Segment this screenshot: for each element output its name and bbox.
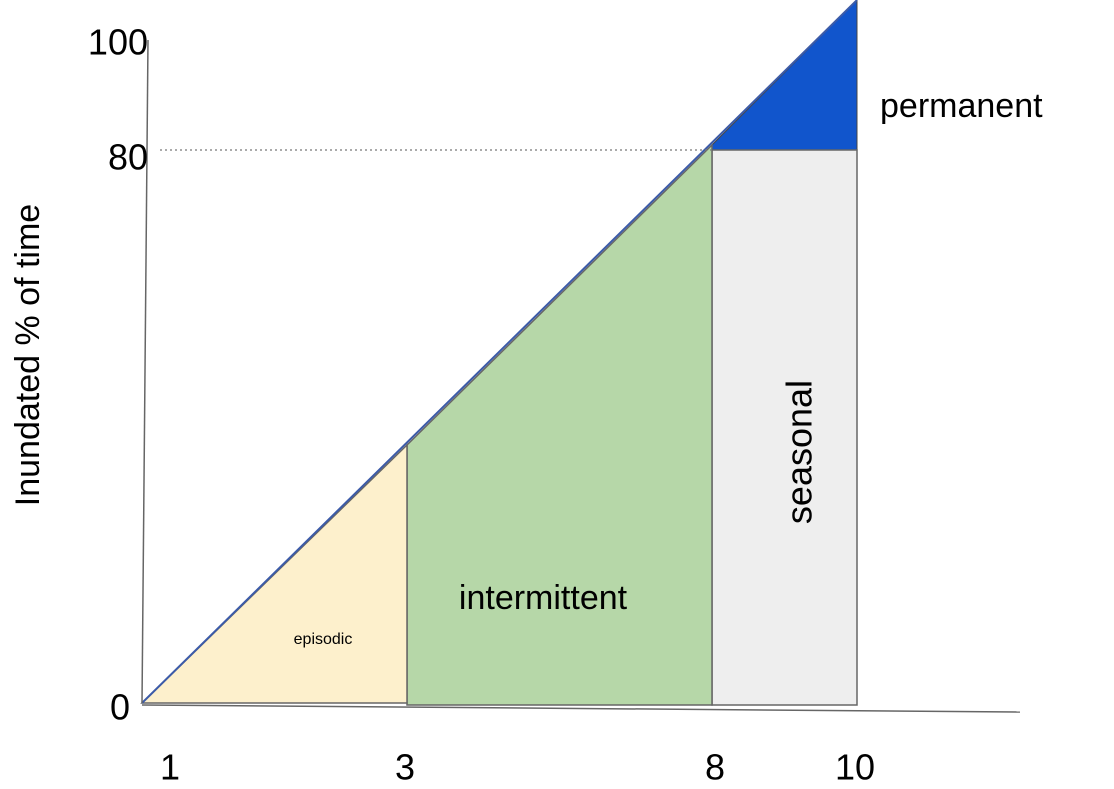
x-tick-label: 1 xyxy=(160,747,180,788)
y-tick-label: 0 xyxy=(110,687,130,728)
y-tick-label: 80 xyxy=(108,137,148,178)
intermittent-region xyxy=(406,143,713,706)
diagonal xyxy=(141,0,858,704)
x-tick-label: 8 xyxy=(705,747,725,788)
y-tick-label: 100 xyxy=(88,22,148,63)
seasonal-region xyxy=(711,149,858,706)
region-label: episodic xyxy=(294,631,353,648)
x-tick-label: 10 xyxy=(835,747,875,788)
region-label: permanent xyxy=(880,87,1043,125)
x-tick-label: 3 xyxy=(395,747,415,788)
region-label: intermittent xyxy=(459,579,628,617)
y-axis xyxy=(141,39,149,704)
y-axis-label: Inundated % of time xyxy=(9,204,47,506)
x-axis xyxy=(141,704,1021,713)
region-label: seasonal xyxy=(779,380,820,524)
